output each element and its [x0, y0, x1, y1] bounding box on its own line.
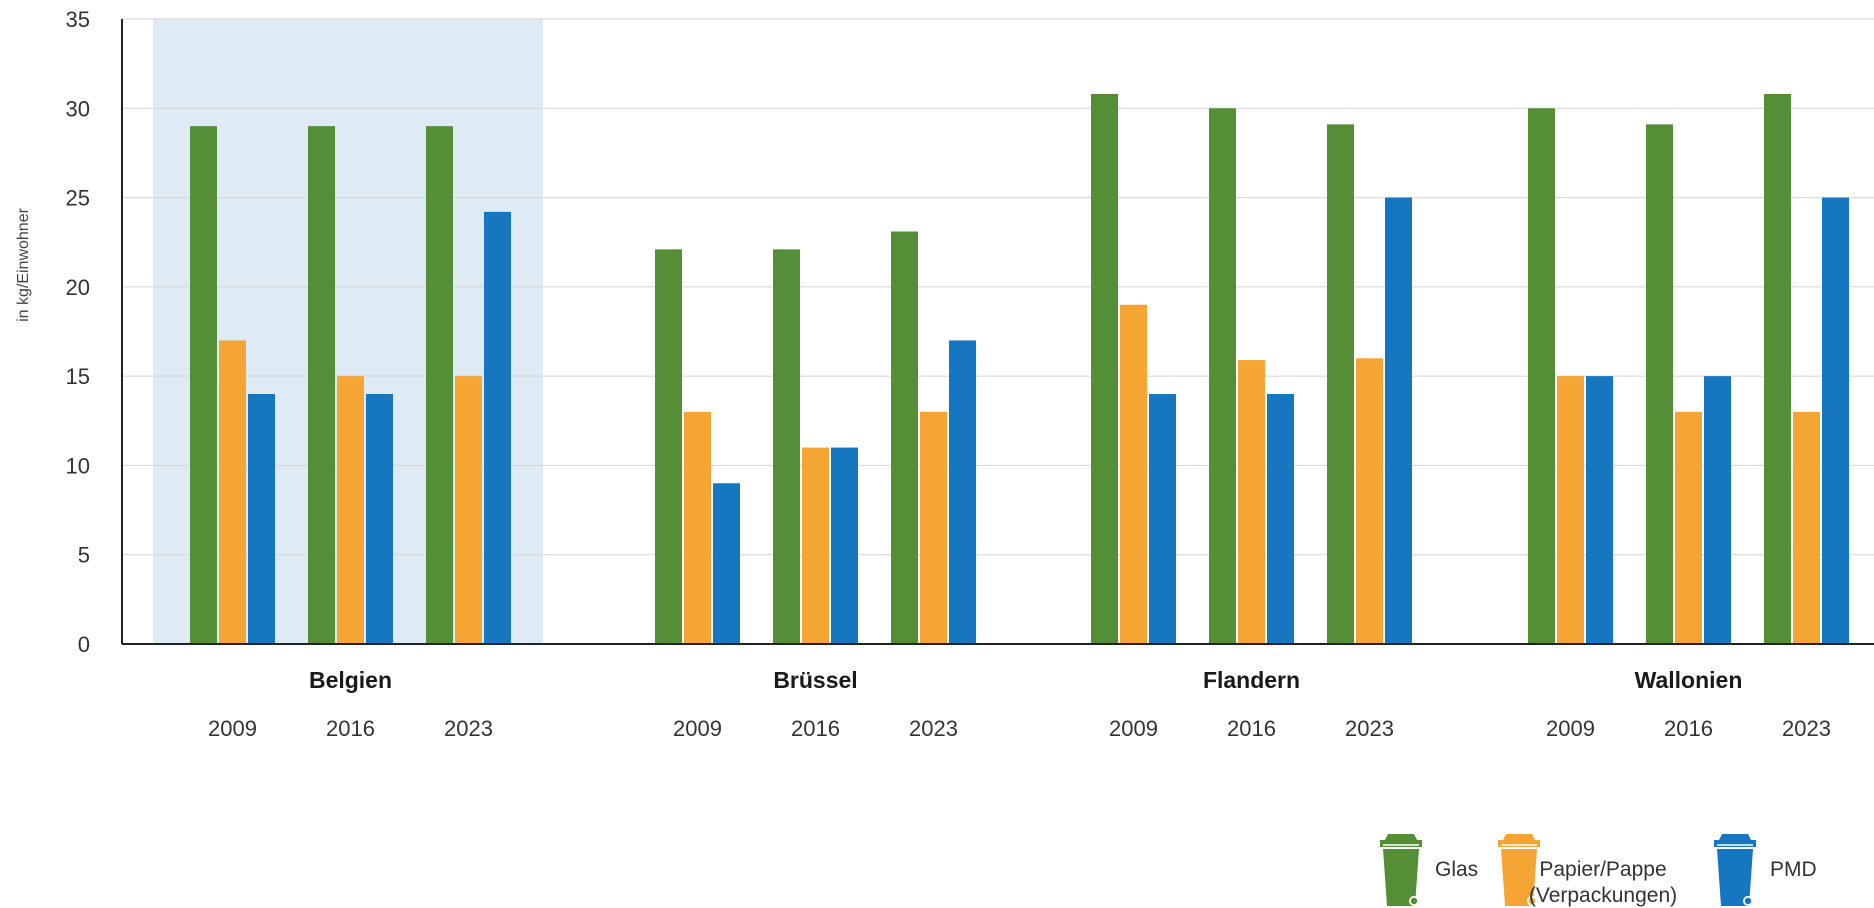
bin-body	[1383, 849, 1419, 906]
bar	[484, 211, 511, 644]
y-tick-label: 5	[78, 543, 90, 568]
year-label: 2016	[791, 716, 840, 741]
bin-body	[1717, 849, 1753, 906]
bar	[1209, 108, 1236, 645]
year-label: 2016	[326, 716, 375, 741]
bin-body	[1501, 849, 1537, 906]
year-label: 2009	[1109, 716, 1158, 741]
year-label: 2023	[909, 716, 958, 741]
y-tick-label: 25	[66, 186, 90, 211]
y-tick-label: 10	[66, 453, 90, 478]
y-tick-labels: 0 5 10 15 20 25 30 35	[66, 7, 90, 657]
y-tick-label: 35	[66, 7, 90, 32]
bin-wheel-hub	[1410, 897, 1418, 905]
bar	[1793, 411, 1820, 644]
year-label: 2009	[1546, 716, 1595, 741]
trash-bin-icon	[1498, 834, 1540, 906]
bar	[308, 126, 335, 644]
bin-lid	[1380, 834, 1422, 847]
group-label: Brüssel	[773, 667, 857, 693]
bin-wheel-hub	[1528, 897, 1536, 905]
y-tick-label: 20	[66, 275, 90, 300]
legend: Glas Papier/Pappe (Verpackungen) PMD	[1380, 834, 1817, 907]
bar	[713, 483, 740, 644]
bin-lid	[1498, 834, 1540, 847]
year-label: 2009	[208, 716, 257, 741]
bar	[190, 126, 217, 644]
bar	[1385, 197, 1412, 645]
year-label: 2023	[1782, 716, 1831, 741]
bar	[1675, 411, 1702, 644]
bar	[655, 249, 682, 644]
bar	[1822, 197, 1849, 645]
bar	[248, 394, 275, 644]
y-tick-label: 15	[66, 364, 90, 389]
bar	[949, 340, 976, 644]
bin-lid	[1714, 834, 1756, 847]
bar	[1646, 124, 1673, 645]
bar	[831, 447, 858, 644]
grid-lines	[122, 18, 1874, 556]
legend-label: PMD	[1770, 858, 1817, 881]
bar	[1764, 94, 1791, 644]
bar	[1327, 124, 1354, 645]
bin-wheel-hub	[1744, 897, 1752, 905]
bar	[455, 376, 482, 644]
bar	[1586, 376, 1613, 644]
legend-label: Glas	[1435, 858, 1478, 881]
bar	[1091, 94, 1118, 644]
year-label: 2009	[673, 716, 722, 741]
bar	[802, 447, 829, 644]
legend-label: Papier/Pappe	[1539, 858, 1666, 881]
bar	[426, 126, 453, 644]
bar	[773, 249, 800, 644]
bar	[1356, 358, 1383, 644]
y-axis-label: in kg/Einwohner	[15, 207, 32, 322]
year-label: 2016	[1227, 716, 1276, 741]
group-label: Belgien	[309, 667, 392, 693]
legend-label: (Verpackungen)	[1529, 884, 1677, 907]
year-label: 2023	[444, 716, 493, 741]
bars	[190, 94, 1849, 645]
bar	[337, 376, 364, 644]
group-label: Flandern	[1203, 667, 1300, 693]
bar	[920, 411, 947, 644]
bar	[1149, 394, 1176, 644]
y-tick-label: 30	[66, 96, 90, 121]
bar	[1267, 394, 1294, 644]
bar	[1528, 108, 1555, 645]
bar	[366, 394, 393, 644]
group-label: Wallonien	[1635, 667, 1743, 693]
bar	[1120, 304, 1147, 644]
bar	[1238, 360, 1265, 644]
bar	[219, 340, 246, 644]
bar	[684, 411, 711, 644]
trash-bin-icon	[1714, 834, 1756, 906]
year-label: 2016	[1664, 716, 1713, 741]
y-tick-label: 0	[78, 632, 90, 657]
bar	[1704, 376, 1731, 644]
bar	[891, 231, 918, 644]
x-labels: Belgien 2009 2016 2023 Brüssel 2009 2016 2023 Fl…	[208, 667, 1831, 741]
bar	[1557, 376, 1584, 644]
year-label: 2023	[1345, 716, 1394, 741]
axes	[121, 19, 1874, 645]
trash-bin-icon	[1380, 834, 1422, 906]
